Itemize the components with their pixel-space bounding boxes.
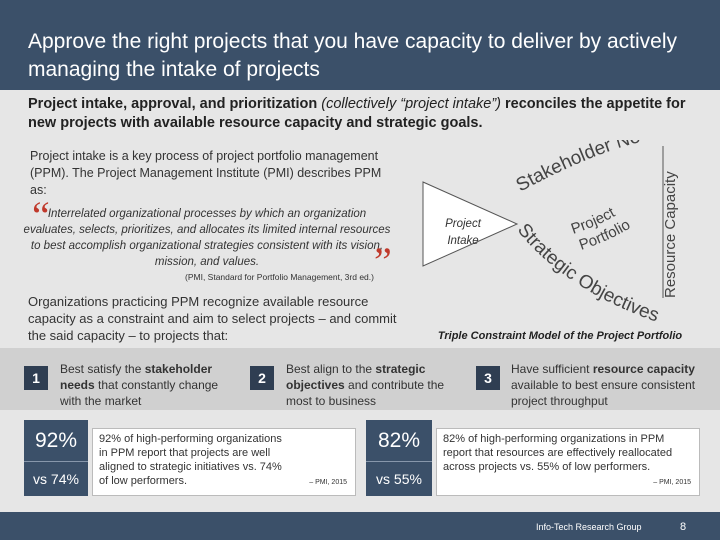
stat-2-box: 82% vs 55% xyxy=(366,420,432,496)
diagram-caption: Triple Constraint Model of the Project P… xyxy=(437,330,683,342)
stat-2-text: 82% of high-performing organizations in … xyxy=(443,433,673,473)
point-3-number: 3 xyxy=(476,366,500,390)
stakeholder-need-label: Stakeholder Need xyxy=(405,140,642,196)
center-label-1: Project xyxy=(445,218,482,230)
header-bar xyxy=(0,0,720,90)
quote-source: (PMI, Standard for Portfolio Management,… xyxy=(185,272,374,282)
triple-constraint-diagram: Project Intake Stakeholder Need Strategi… xyxy=(405,140,679,326)
stat-2-source: – PMI, 2015 xyxy=(653,479,691,486)
stat-1-box: 92% vs 74% xyxy=(24,420,88,496)
intro-text: Project intake is a key process of proje… xyxy=(30,149,382,197)
stat-2-small: vs 55% xyxy=(376,471,422,487)
point-2-pre: Best align to the xyxy=(286,362,376,376)
point-2-number: 2 xyxy=(250,366,274,390)
center-label-2: Intake xyxy=(447,235,478,247)
point-1-pre: Best satisfy the xyxy=(60,362,145,376)
point-3-pre: Have sufficient xyxy=(511,362,593,376)
stat-1-big: 92% xyxy=(24,420,88,462)
close-quote-mark: ” xyxy=(374,239,392,284)
quote-text: Interrelated organizational processes by… xyxy=(23,208,391,268)
point-3-post: available to best ensure consistent proj… xyxy=(511,378,696,408)
stat-1-source: – PMI, 2015 xyxy=(309,479,347,486)
intake-triangle xyxy=(422,181,519,267)
point-1-number: 1 xyxy=(24,366,48,390)
subtitle-part2: reconciles the appetite for new projects… xyxy=(28,96,686,131)
subtitle: Project intake, approval, and prioritiza… xyxy=(28,95,698,133)
subtitle-italic: (collectively “project intake”) xyxy=(321,96,501,112)
resource-capacity-label: Resource Capacity xyxy=(662,171,679,298)
stat-1-text: 92% of high-performing organizations in … xyxy=(99,433,282,487)
point-2-text: Best align to the strategic objectives a… xyxy=(286,361,466,409)
point-1-text: Best satisfy the stakeholder needs that … xyxy=(60,361,238,409)
point-2-post: and contribute the most to business xyxy=(286,378,445,408)
point-1-bold: stakeholder needs xyxy=(60,362,213,392)
points-band xyxy=(0,348,720,410)
org-text: Organizations practicing PPM recognize a… xyxy=(28,294,397,343)
point-3-text: Have sufficient resource capacity availa… xyxy=(511,361,716,409)
point-3-bold: resource capacity xyxy=(592,362,695,376)
point-2-bold: strategic objectives xyxy=(286,362,426,392)
page-number: 8 xyxy=(680,521,687,533)
point-1-post: that constantly change with the market xyxy=(60,378,219,408)
stat-2-description: 82% of high-performing organizations in … xyxy=(436,428,700,496)
stat-2-big: 82% xyxy=(366,420,432,462)
slide-title: Approve the right projects that you have… xyxy=(28,30,678,81)
subtitle-part1: Project intake, approval, and prioritiza… xyxy=(28,96,322,112)
open-quote-mark: “ xyxy=(32,193,50,238)
footer-bar: Info-Tech Research Group 8 xyxy=(0,512,720,540)
stat-1-description: 92% of high-performing organizations in … xyxy=(92,428,356,496)
footer-org: Info-Tech Research Group xyxy=(536,522,642,532)
stat-1-small: vs 74% xyxy=(33,471,79,487)
